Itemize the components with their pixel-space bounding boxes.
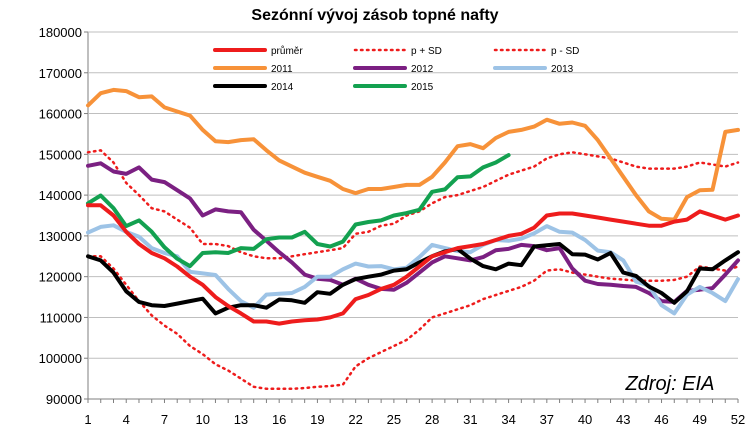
y-tick-label: 150000	[39, 147, 82, 162]
x-tick-label: 43	[616, 412, 630, 427]
x-tick-label: 34	[501, 412, 515, 427]
x-tick-label: 25	[387, 412, 401, 427]
legend-label: 2015	[411, 82, 434, 93]
series-line-2015	[86, 153, 511, 269]
x-tick-label: 49	[693, 412, 707, 427]
source-label: Zdroj: EIA	[625, 373, 715, 395]
legend: průměr p + SD p - SD 2011 2012 2013 2014 2015	[213, 45, 579, 93]
y-tick-label: 180000	[39, 25, 82, 40]
x-tick-label: 40	[578, 412, 592, 427]
y-tick-label: 130000	[39, 229, 82, 244]
series-line-2014	[86, 242, 740, 316]
plot-area	[87, 32, 738, 400]
y-tick-label: 90000	[46, 392, 82, 407]
legend-label: 2012	[411, 64, 434, 75]
x-tick-label: 16	[272, 412, 286, 427]
series-line-pr-m-r	[86, 203, 740, 326]
y-tick-label: 140000	[39, 188, 82, 203]
x-tick-label: 28	[425, 412, 439, 427]
y-tick-label: 170000	[39, 66, 82, 81]
x-tick-label: 7	[161, 412, 168, 427]
x-tick-label: 10	[195, 412, 209, 427]
x-tick-label: 46	[654, 412, 668, 427]
x-tick-label: 1	[84, 412, 91, 427]
x-tick-label: 13	[234, 412, 248, 427]
y-tick-label: 120000	[39, 270, 82, 285]
legend-label: 2014	[271, 82, 294, 93]
x-tick-label: 31	[463, 412, 477, 427]
y-tick-label: 110000	[40, 310, 82, 325]
chart-title: Sezónní vývoj zásob topné nafty	[251, 7, 498, 24]
series-line-p-sd	[86, 149, 740, 260]
legend-label: p - SD	[551, 46, 579, 57]
series-line-2012	[86, 161, 740, 304]
series-lines	[86, 87, 740, 391]
legend-label: 2011	[271, 64, 293, 75]
x-tick-label: 52	[731, 412, 745, 427]
legend-label: 2013	[551, 64, 574, 75]
x-tick-label: 19	[310, 412, 324, 427]
y-axis-ticks: 90000 100000 110000 120000 130000 140000 15000…	[39, 25, 88, 407]
series-line-2011	[86, 87, 740, 222]
y-tick-label: 160000	[39, 107, 82, 122]
legend-label: průměr	[271, 45, 303, 57]
x-tick-label: 37	[540, 412, 554, 427]
series-line-2013	[86, 223, 740, 316]
x-tick-label: 22	[348, 412, 362, 427]
y-tick-label: 100000	[39, 351, 82, 366]
legend-label: p + SD	[411, 46, 442, 57]
x-axis-ticks: 1 4 7 10 13 16 19 22 25 28 31 34 37 40 43 46 49 52	[84, 399, 745, 427]
x-tick-label: 4	[123, 412, 130, 427]
